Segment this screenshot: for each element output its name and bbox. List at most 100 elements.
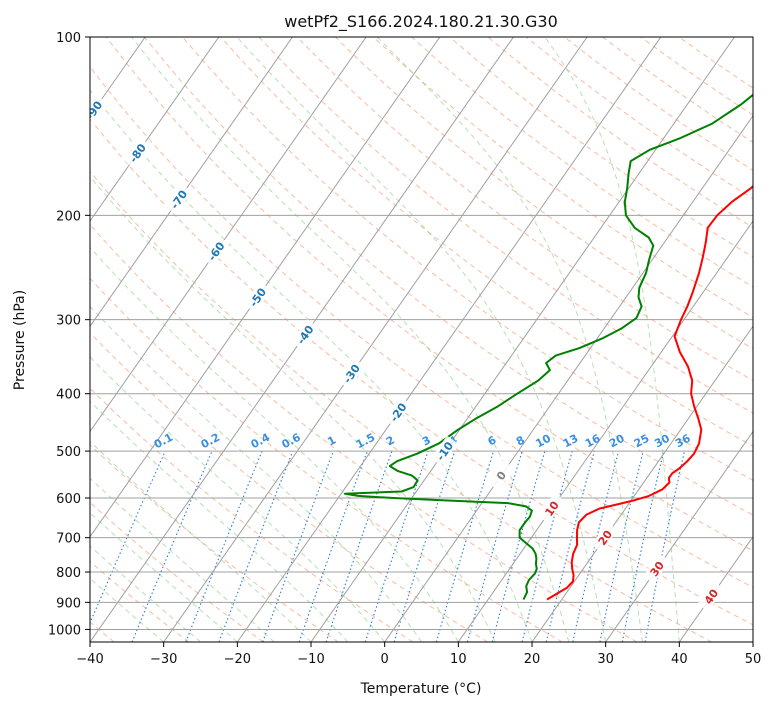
x-tick-label: 10 [450,652,467,667]
isotherm-label-bg [165,183,192,215]
isotherm-label: 0 [487,460,515,491]
isotherm-label-bg [202,235,230,267]
isotherm-label-bg [291,319,319,350]
y-tick-label: 100 [56,31,81,46]
isotherm-label-bg [591,522,618,553]
y-tick-label: 200 [56,209,81,224]
temperature-line [546,184,753,601]
isotherm-line [605,430,753,642]
mixing-ratio-line [262,450,334,642]
isotherm-label-bg [337,358,365,389]
isotherm-line [384,114,753,642]
isotherm-label-bg [430,435,458,467]
moist-adiabat-line [90,545,201,642]
moist-adiabat-line [90,89,533,642]
isotherm-line [90,37,220,222]
x-tick-label: 50 [745,652,762,667]
dry-adiabat-line [182,37,753,481]
x-tick-label: −40 [76,652,103,667]
isotherm-label-bg [123,137,151,168]
mixing-ratio-line [435,450,495,642]
dry-adiabat-line [144,37,753,516]
x-axis-label: Temperature (°C) [360,681,482,697]
y-tick-label: 900 [56,596,81,611]
tick-layer: −40 −30 −20 −10 0 10 20 30 40 5010009008007006005… [48,31,761,667]
x-tick-label: 30 [597,652,614,667]
isotherm-line [310,37,735,642]
moist-adiabat-line [90,577,165,642]
x-tick-label: 40 [671,652,688,667]
mixing-ratio-line [599,450,644,642]
dry-adiabat-line [90,223,638,642]
isotherm-label-bg [538,493,565,524]
y-tick-label: 1000 [48,623,81,638]
grid-layer [90,37,753,642]
x-tick-label: 0 [381,652,389,667]
mixing-ratio-label: 13 [561,432,581,451]
mixing-ratio-label: 25 [632,432,652,451]
y-tick-label: 400 [56,388,81,403]
mixing-ratio-label: 20 [607,432,627,451]
mixing-ratio-line [572,450,620,642]
isotherm-line [163,37,588,642]
mixing-ratio-line [545,450,595,642]
x-tick-label: 20 [524,652,541,667]
isotherm-label-bg [643,553,670,584]
moist-adiabat-line [90,176,496,642]
isotherm-label-bg [243,281,271,313]
dry-adiabat-line [90,66,753,588]
x-tick-label: −20 [224,652,251,667]
mixing-ratio-line [521,450,573,642]
dry-adiabat-line [220,37,753,447]
isotherm-line [90,37,367,433]
y-tick-label: 300 [56,314,81,329]
isotherm-line [457,220,753,642]
moist-adiabat-line [90,512,238,642]
isotherm-label-bg [697,581,725,612]
mixing-ratio-label: 10 [533,432,553,451]
y-tick-label: 800 [56,566,81,581]
y-tick-label: 500 [56,445,81,460]
dry-adiabat-line [90,332,488,642]
isotherm-line [90,37,293,328]
x-tick-label: −10 [297,652,324,667]
moist-adiabat-line [90,305,422,642]
mixing-ratio-label: 30 [652,432,672,451]
y-tick-label: 600 [56,492,81,507]
mixing-ratio-line [218,450,294,642]
x-tick-label: −30 [150,652,177,667]
moist-adiabat-line [376,37,643,642]
y-tick-label: 700 [56,532,81,547]
mixing-ratio-label: 16 [583,432,603,451]
dry-adiabat-line [90,387,414,642]
moist-adiabat-line [236,37,607,642]
plot-frame [89,36,754,643]
moist-adiabat-line [131,37,570,642]
moist-adiabat-line [90,400,349,642]
dry-adiabat-line [373,37,753,319]
moist-adiabat-line [90,356,386,642]
isotherm-label-bg [487,460,515,491]
mixing-ratio-line [131,450,213,642]
isotherm-line [236,37,662,642]
mixing-ratio-label: 36 [673,432,693,451]
isotherm-label-bg [384,396,412,428]
y-axis-label: Pressure (hPa) [12,290,28,390]
dry-adiabat-line [90,560,190,642]
isotherm-label-bg [90,94,107,126]
moist-adiabat-line [90,477,275,642]
chart-title: wetPf2_S166.2024.180.21.30.G30 [284,12,558,32]
mixing-ratio-line [90,450,166,625]
isotherm-line [90,37,441,538]
mixing-ratio-line [466,450,523,642]
dry-adiabat-line [296,37,753,382]
dry-adiabat-line [90,170,712,642]
mixing-ratio-line [325,450,393,642]
dry-adiabat-line [90,277,563,642]
dewpoint-line [343,93,753,600]
mixing-ratio-line [185,450,263,642]
mixing-ratio-line [364,450,429,642]
